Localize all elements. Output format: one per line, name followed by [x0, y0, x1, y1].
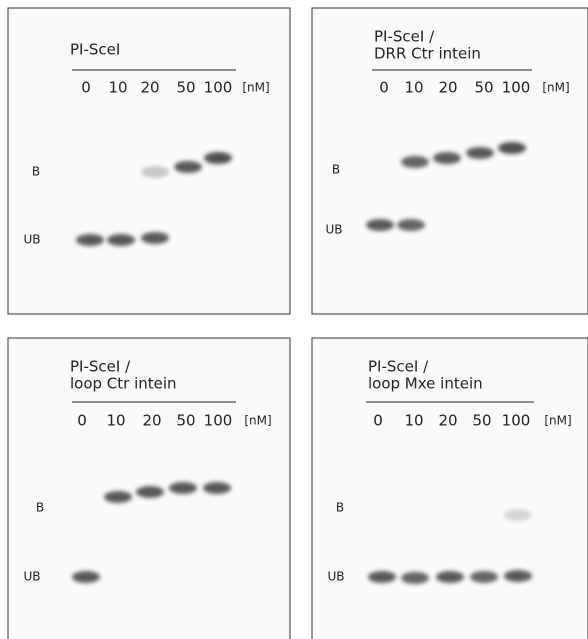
unit-label: [nM]	[242, 81, 269, 95]
gel-band	[169, 482, 197, 494]
gel-band	[436, 571, 464, 583]
lane-label: 50	[474, 79, 493, 97]
lane-label: 100	[502, 412, 531, 430]
band-label: B	[336, 501, 344, 515]
gel-band	[141, 166, 169, 178]
panel-title: loop Mxe intein	[368, 375, 483, 393]
panel-title: DRR Ctr intein	[374, 45, 481, 63]
panel-title: PI-SceI /	[70, 358, 131, 376]
band-label: UB	[23, 570, 40, 584]
gel-panel: PI-SceI /DRR Ctr intein 0 10 20 50 100 [nM] B UB	[312, 8, 588, 314]
gel-band	[203, 482, 231, 494]
gel-band	[466, 147, 494, 159]
lane-label: 10	[106, 412, 125, 430]
gel-panel: PI-SceI /loop Mxe intein 0 10 20 50 100 [nM] B U…	[312, 338, 588, 639]
lane-label: 20	[438, 412, 457, 430]
lane-label: 0	[81, 79, 91, 97]
panel-title: PI-SceI /	[374, 28, 435, 46]
band-label: UB	[327, 570, 344, 584]
band-label: B	[32, 165, 40, 179]
figure: PI-SceI0102050100[nM]BUBPI-SceI /DRR Ctr…	[0, 0, 588, 639]
lane-label: 100	[204, 412, 233, 430]
unit-label: [nM]	[244, 414, 271, 428]
lane-label: 20	[142, 412, 161, 430]
lane-label: 10	[404, 79, 423, 97]
panel-frame	[8, 8, 290, 314]
gel-band	[504, 509, 532, 521]
gel-band	[470, 571, 498, 583]
lane-label: 10	[108, 79, 127, 97]
lane-label: 100	[502, 79, 531, 97]
gel-band	[433, 152, 461, 164]
unit-label: [nM]	[542, 81, 569, 95]
lane-label: 50	[176, 412, 195, 430]
lane-label: 20	[438, 79, 457, 97]
gel-band	[498, 142, 526, 154]
gel-band	[368, 571, 396, 583]
lane-label: 10	[404, 412, 423, 430]
lane-label: 50	[472, 412, 491, 430]
band-label: B	[36, 501, 44, 515]
lane-label: 0	[379, 79, 389, 97]
band-label: B	[332, 163, 340, 177]
unit-label: [nM]	[544, 414, 571, 428]
lane-label: 50	[176, 79, 195, 97]
gel-band	[504, 570, 532, 582]
gel-panel: PI-SceI 0 10 20 50 100 [nM] B UB	[8, 8, 290, 314]
panel-title: loop Ctr intein	[70, 375, 177, 393]
gel-band	[397, 219, 425, 231]
gel-band	[72, 571, 100, 583]
panel-title: PI-SceI /	[368, 358, 429, 376]
gel-band	[141, 232, 169, 244]
lane-label: 0	[77, 412, 87, 430]
gel-panel: PI-SceI /loop Ctr intein 0 10 20 50 100 [nM] B U…	[8, 338, 290, 639]
gel-band	[366, 219, 394, 231]
band-label: UB	[23, 233, 40, 247]
gel-band	[76, 234, 104, 246]
band-label: UB	[325, 223, 342, 237]
lane-label: 100	[204, 79, 233, 97]
gel-band	[204, 152, 232, 164]
gel-band	[104, 491, 132, 503]
gel-band	[136, 486, 164, 498]
panel-title: PI-SceI	[70, 41, 120, 59]
gel-band	[174, 161, 202, 173]
lane-label: 20	[140, 79, 159, 97]
gel-band	[401, 156, 429, 168]
lane-label: 0	[373, 412, 383, 430]
gel-band	[107, 234, 135, 246]
gel-band	[401, 572, 429, 584]
